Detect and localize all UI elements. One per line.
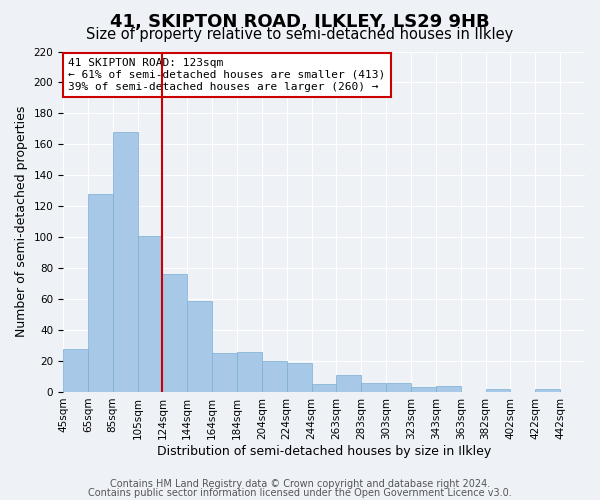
Bar bbox=[237, 352, 262, 392]
Bar bbox=[485, 389, 511, 392]
Bar bbox=[262, 361, 287, 392]
Bar bbox=[88, 194, 113, 392]
Bar bbox=[361, 382, 386, 392]
Bar bbox=[163, 274, 187, 392]
X-axis label: Distribution of semi-detached houses by size in Ilkley: Distribution of semi-detached houses by … bbox=[157, 444, 491, 458]
Bar bbox=[287, 362, 311, 392]
Bar bbox=[212, 354, 237, 392]
Bar bbox=[337, 375, 361, 392]
Text: Contains HM Land Registry data © Crown copyright and database right 2024.: Contains HM Land Registry data © Crown c… bbox=[110, 479, 490, 489]
Bar bbox=[535, 389, 560, 392]
Text: Size of property relative to semi-detached houses in Ilkley: Size of property relative to semi-detach… bbox=[86, 28, 514, 42]
Bar bbox=[386, 382, 411, 392]
Text: Contains public sector information licensed under the Open Government Licence v3: Contains public sector information licen… bbox=[88, 488, 512, 498]
Bar bbox=[311, 384, 337, 392]
Text: 41 SKIPTON ROAD: 123sqm
← 61% of semi-detached houses are smaller (413)
39% of s: 41 SKIPTON ROAD: 123sqm ← 61% of semi-de… bbox=[68, 58, 385, 92]
Bar bbox=[63, 348, 88, 392]
Bar bbox=[137, 236, 163, 392]
Bar bbox=[411, 388, 436, 392]
Bar bbox=[436, 386, 461, 392]
Bar bbox=[187, 300, 212, 392]
Bar bbox=[113, 132, 137, 392]
Text: 41, SKIPTON ROAD, ILKLEY, LS29 9HB: 41, SKIPTON ROAD, ILKLEY, LS29 9HB bbox=[110, 12, 490, 30]
Y-axis label: Number of semi-detached properties: Number of semi-detached properties bbox=[15, 106, 28, 338]
